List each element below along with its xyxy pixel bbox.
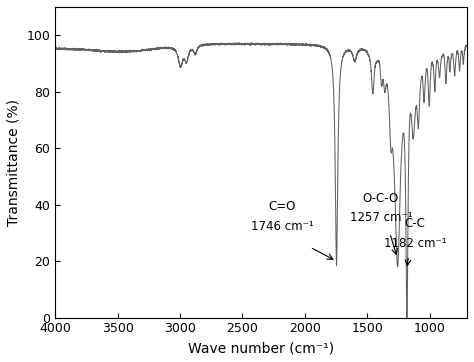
- Text: 1746 cm⁻¹: 1746 cm⁻¹: [251, 220, 314, 233]
- Y-axis label: Transmittance (%): Transmittance (%): [7, 99, 21, 226]
- Text: 1182 cm⁻¹: 1182 cm⁻¹: [384, 237, 447, 250]
- Text: C-C: C-C: [405, 217, 426, 230]
- X-axis label: Wave number (cm⁻¹): Wave number (cm⁻¹): [188, 341, 334, 355]
- Text: 1257 cm⁻¹: 1257 cm⁻¹: [350, 211, 412, 224]
- Text: C=O: C=O: [269, 200, 296, 213]
- Text: O-C-O: O-C-O: [363, 191, 399, 205]
